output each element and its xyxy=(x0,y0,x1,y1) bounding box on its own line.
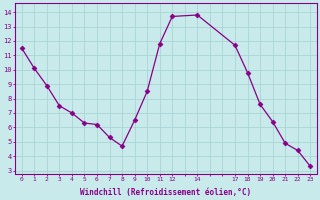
X-axis label: Windchill (Refroidissement éolien,°C): Windchill (Refroidissement éolien,°C) xyxy=(80,188,252,197)
